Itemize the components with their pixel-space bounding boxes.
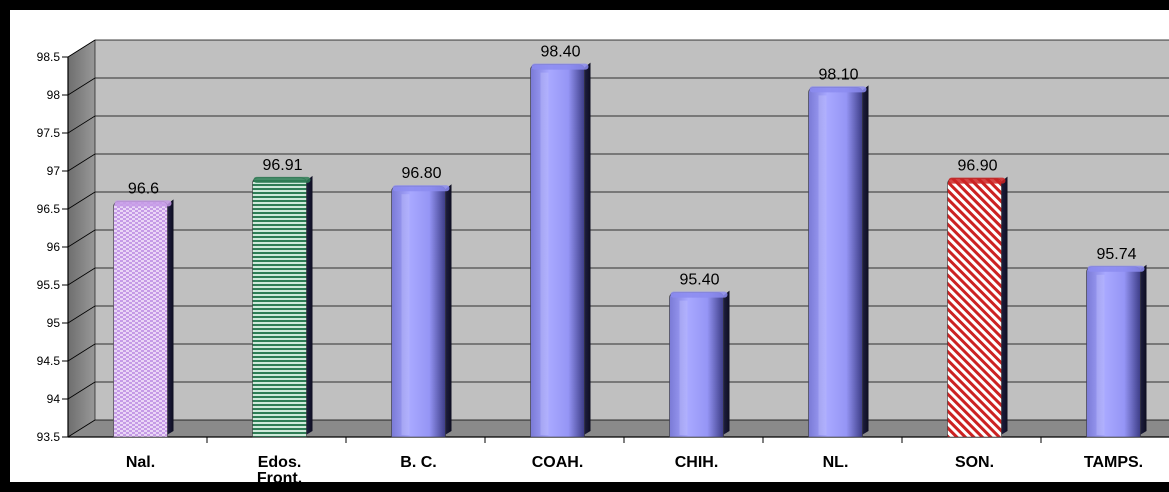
- y-tick-label: 97.5: [37, 126, 61, 140]
- data-label: 98.40: [540, 44, 580, 61]
- bar-highlight: [679, 300, 688, 435]
- bar: [391, 184, 452, 438]
- y-tick-label: 96.5: [37, 202, 61, 216]
- y-tick-label: 94: [47, 392, 61, 406]
- data-label: 96.80: [401, 165, 441, 182]
- bar-cap: [531, 63, 589, 70]
- bar-highlight: [540, 72, 549, 435]
- x-tick-label: TAMPS.: [1084, 454, 1143, 471]
- bar-cap: [809, 86, 867, 93]
- x-tick-label: NL.: [823, 454, 849, 471]
- gridline-side: [67, 77, 96, 96]
- bar: [947, 176, 1008, 438]
- bar-cap: [392, 185, 450, 192]
- data-label: 96.90: [957, 158, 997, 175]
- gridline-side: [67, 381, 96, 400]
- y-tick-label: 95: [47, 316, 61, 330]
- bar-cap: [114, 200, 172, 207]
- bar: [808, 85, 869, 438]
- x-tick-label: B. C.: [400, 454, 436, 471]
- bar-cap: [1087, 265, 1145, 272]
- gridline-side: [67, 305, 96, 324]
- bar: [669, 290, 730, 438]
- gridline-side: [67, 39, 96, 58]
- gridline-side: [67, 267, 96, 286]
- y-tick-label: 98: [47, 88, 61, 102]
- bar: [530, 62, 591, 438]
- bar-highlight: [1096, 274, 1105, 435]
- bar-body: [669, 292, 724, 438]
- bar: [1086, 264, 1147, 438]
- bar-body: [530, 64, 585, 438]
- data-label: 96.91: [262, 157, 302, 174]
- data-label: 95.74: [1096, 246, 1136, 263]
- bar-body: [947, 178, 1002, 438]
- y-tick-label: 98.5: [37, 50, 61, 64]
- bar-body: [252, 177, 307, 438]
- bar-body: [1086, 266, 1141, 438]
- y-tick-label: 94.5: [37, 354, 61, 368]
- x-tick-label: COAH.: [532, 454, 584, 471]
- y-tick-label: 97: [47, 164, 61, 178]
- bar-highlight: [401, 194, 410, 435]
- y-tick-label: 96: [47, 240, 61, 254]
- x-tick-label: SON.: [955, 454, 994, 471]
- data-label: 95.40: [679, 272, 719, 289]
- x-tick-label: CHIH.: [675, 454, 719, 471]
- x-tick-label: Edos. Front.: [257, 454, 302, 487]
- x-tick-label: Nal.: [126, 454, 155, 471]
- bar-highlight: [818, 95, 827, 436]
- bar-body: [808, 87, 863, 438]
- bar: [113, 199, 174, 438]
- gridline-side: [67, 343, 96, 362]
- bar-cap: [253, 176, 311, 183]
- gridline-side: [67, 229, 96, 248]
- gridline-side: [67, 191, 96, 210]
- plot-floor: [68, 420, 1169, 437]
- y-tick-label: 95.5: [37, 278, 61, 292]
- gridline-side: [67, 419, 96, 438]
- bar: [252, 175, 313, 438]
- bar-body: [391, 185, 446, 438]
- y-tick-label: 93.5: [37, 430, 61, 444]
- bar-body: [113, 201, 168, 438]
- bar-cap: [948, 177, 1006, 184]
- data-label: 96.6: [128, 180, 159, 197]
- data-label: 98.10: [818, 66, 858, 83]
- gridline-side: [67, 115, 96, 134]
- bar-cap: [670, 291, 728, 298]
- gridline-side: [67, 153, 96, 172]
